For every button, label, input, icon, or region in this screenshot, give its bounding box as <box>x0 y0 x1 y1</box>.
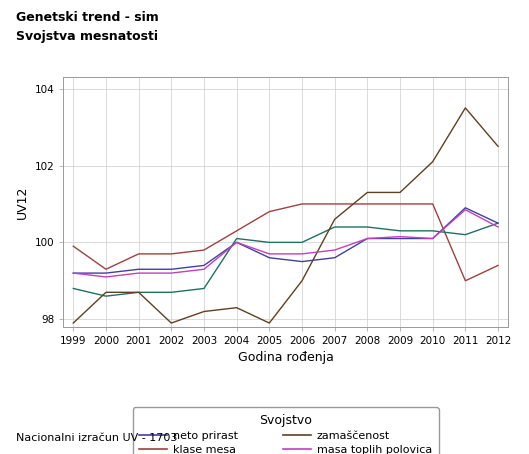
Y-axis label: UV12: UV12 <box>16 185 29 219</box>
Legend: neto prirast, klase mesa, indeks mesnatosti, zamaščenost, masa toplih polovica, : neto prirast, klase mesa, indeks mesnato… <box>133 407 439 454</box>
Text: Genetski trend - sim: Genetski trend - sim <box>16 11 159 25</box>
Text: Svojstva mesnatosti: Svojstva mesnatosti <box>16 30 158 43</box>
X-axis label: Godina rođenja: Godina rođenja <box>238 351 334 365</box>
Text: Nacionalni izračun UV - 1703: Nacionalni izračun UV - 1703 <box>16 433 177 443</box>
